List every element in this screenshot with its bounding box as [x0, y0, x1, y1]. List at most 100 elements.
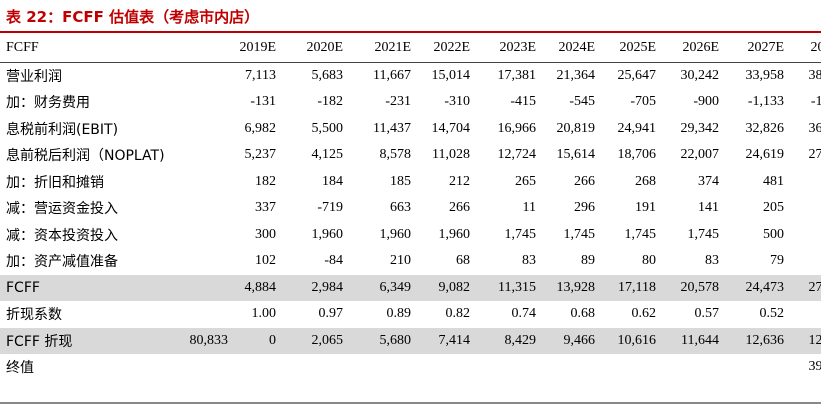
row-label: 加：折旧和摊销 — [6, 174, 104, 191]
table-cell — [539, 354, 598, 381]
table-cell — [414, 354, 473, 381]
bottom-rule — [0, 402, 821, 404]
table-cell: 27,345 — [787, 274, 821, 301]
table-cell: 89 — [581, 253, 595, 269]
table-cell: 212 — [449, 173, 470, 189]
table-cell: 30,242 — [680, 67, 720, 83]
table-cell — [178, 116, 231, 143]
table-row: 加：折旧和摊销 182 184 185 212 265 266 268 374 481482 — [0, 169, 821, 196]
table-cell: 268 — [635, 173, 656, 189]
table-row: 息税前利润(EBIT) 6,982 5,500 11,437 14,704 16,966 2… — [0, 116, 821, 143]
table-cell: -545 — [569, 94, 595, 110]
table-cell — [178, 195, 231, 222]
table-cell: 7,113 — [245, 67, 276, 83]
row-label: FCFF 折现 — [0, 327, 178, 354]
table-cell: 266 — [449, 200, 470, 216]
table-row: 减：营运资金投入 337 -719 663 266 11 296 191 141 205173 — [0, 195, 821, 222]
table-cell — [178, 274, 231, 301]
table-cell: 33,958 — [745, 67, 785, 83]
row-label: 减：资本投资投入 — [6, 227, 118, 244]
table-cell: 24,619 — [745, 147, 785, 163]
table-row: 折现系数 1.00 0.97 0.89 0.82 0.74 0.68 0.62 0.57 0.52… — [0, 301, 821, 328]
table-cell — [279, 354, 346, 381]
table-row: 减：资本投资投入 300 1,960 1,960 1,960 1,745 1,745 1,74… — [0, 222, 821, 249]
header-cell: 2019E — [231, 35, 279, 63]
table-cell: 18,706 — [617, 147, 657, 163]
table-cell: 482 — [787, 169, 821, 196]
table-cell — [598, 354, 659, 381]
table-cell: 11,315 — [473, 274, 539, 301]
table-cell: 13,928 — [539, 274, 598, 301]
table-cell — [231, 354, 279, 381]
table-cell: -900 — [693, 94, 719, 110]
table-cell: 1,745 — [563, 226, 596, 242]
table-cell: 0.97 — [318, 306, 344, 322]
table-cell: 20,578 — [659, 274, 722, 301]
header-cell: 2021E — [346, 35, 414, 63]
table-cell: 80 — [642, 253, 656, 269]
table-cell — [178, 248, 231, 275]
table-row: 加：财务费用 -131 -182 -231 -310 -415 -545 -705 -900 -1… — [0, 89, 821, 116]
header-cell: 2028E — [787, 35, 821, 63]
table-cell: 374 — [698, 173, 719, 189]
table-row: 息前税后利润（NOPLAT) 5,237 4,125 8,578 11,028 12,72… — [0, 142, 821, 169]
table-cell: 16,966 — [497, 120, 537, 136]
table-cell: 12,883 — [787, 327, 821, 354]
table-cell: 0.82 — [445, 306, 471, 322]
table-cell: 17,381 — [497, 67, 537, 83]
table-cell: 1,960 — [438, 226, 471, 242]
table-cell: 8,429 — [473, 327, 539, 354]
table-cell: 11 — [522, 200, 536, 216]
table-cell: -415 — [510, 94, 536, 110]
table-cell: 14,704 — [431, 120, 471, 136]
table-cell: 21,364 — [556, 67, 596, 83]
row-label: 减：营运资金投入 — [6, 201, 118, 218]
table-cell: 24,941 — [617, 120, 657, 136]
table-cell: 29,342 — [680, 120, 720, 136]
header-row: FCFF 2019E 2020E 2021E 2022E 2023E 2024E… — [0, 35, 821, 63]
table-cell: 12,636 — [722, 327, 787, 354]
table-cell: 500 — [787, 222, 821, 249]
table-cell: 173 — [787, 195, 821, 222]
table-cell: 4,884 — [231, 274, 279, 301]
table-cell: 5,237 — [244, 147, 277, 163]
table-cell — [178, 301, 231, 328]
header-cell: 2027E — [722, 35, 787, 63]
table-cell: 68 — [456, 253, 470, 269]
table-cell: 0.68 — [570, 306, 596, 322]
table-cell: 27,455 — [808, 147, 821, 163]
fcff-valuation-table: FCFF 2019E 2020E 2021E 2022E 2023E 2024E… — [0, 35, 821, 381]
table-body: 营业利润 7,113 5,683 11,667 15,014 17,381 21,364 25… — [0, 62, 821, 381]
table-cell: 9,082 — [414, 274, 473, 301]
row-label: FCFF — [0, 274, 178, 301]
table-cell: 11,667 — [373, 67, 411, 83]
table-cell: 83 — [522, 253, 536, 269]
table-row: FCFF 4,884 2,984 6,349 9,082 11,315 13,928 17,1… — [0, 274, 821, 301]
table-cell: 0.62 — [631, 306, 657, 322]
table-cell: 1,960 — [379, 226, 412, 242]
table-cell: 36,606 — [808, 120, 821, 136]
table-cell: 663 — [390, 200, 411, 216]
table-cell: 6,982 — [244, 120, 277, 136]
row-label: 息前税后利润（NOPLAT) — [6, 148, 165, 165]
table-cell: 185 — [390, 173, 411, 189]
table-cell: -719 — [317, 200, 343, 216]
table-cell: 0.89 — [386, 306, 412, 322]
table-cell: 266 — [574, 173, 595, 189]
table-cell: 0.47 — [787, 301, 821, 328]
table-cell: 2,984 — [279, 274, 346, 301]
table-cell — [178, 222, 231, 249]
table-row: 营业利润 7,113 5,683 11,667 15,014 17,381 21,364 25… — [0, 62, 821, 89]
table-cell: 5,683 — [311, 67, 344, 83]
table-cell: -131 — [250, 94, 276, 110]
table-cell: 15,614 — [556, 147, 596, 163]
table-cell: 1,745 — [624, 226, 657, 242]
table-cell: 300 — [255, 226, 276, 242]
table-cell: 500 — [763, 226, 784, 242]
table-cell: 22,007 — [680, 147, 720, 163]
table-cell — [178, 354, 231, 381]
table-cell: 337 — [255, 200, 276, 216]
table-cell: 11,437 — [373, 120, 411, 136]
table-cell — [473, 354, 539, 381]
table-cell: 102 — [255, 253, 276, 269]
